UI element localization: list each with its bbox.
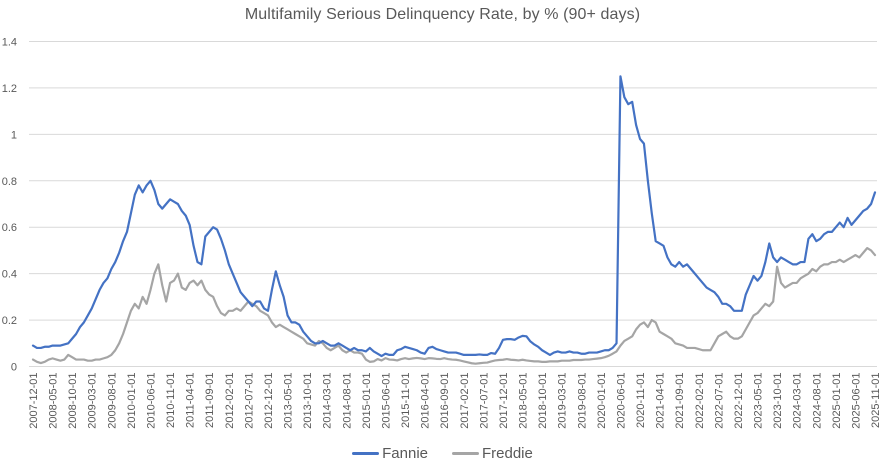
x-axis-tick-label: 2025-01-01 — [831, 373, 843, 429]
x-axis-tick-label: 2019-08-01 — [576, 373, 588, 429]
chart-title: Multifamily Serious Delinquency Rate, by… — [244, 6, 641, 23]
legend-item-fannie: Fannie — [352, 445, 428, 462]
legend-label-freddie: Freddie — [482, 445, 533, 462]
x-axis-tick-label: 2023-10-01 — [772, 373, 784, 429]
x-axis-tick-label: 2016-04-01 — [420, 373, 432, 429]
fannie-line-swatch-icon — [352, 452, 380, 455]
x-axis-tick-label: 2011-09-01 — [204, 373, 216, 428]
x-axis-tick-label: 2020-06-01 — [615, 373, 627, 429]
x-axis-tick-label: 2025-11-01 — [870, 373, 882, 428]
x-axis-tick-label: 2018-05-01 — [518, 373, 530, 429]
x-axis-tick-label: 2025-06-01 — [850, 373, 862, 429]
x-axis-tick-label: 2022-02-01 — [694, 373, 706, 429]
x-axis-tick-label: 2009-03-01 — [87, 373, 99, 429]
y-axis-tick-label: 1 — [11, 129, 17, 141]
x-axis-tick-label: 2008-10-01 — [67, 373, 79, 429]
y-axis-tick-label: 0.6 — [2, 222, 17, 234]
y-axis-tick-label: 1.2 — [2, 83, 17, 95]
x-axis-tick-label: 2016-09-01 — [439, 373, 451, 429]
y-axis-tick-label: 0 — [11, 362, 17, 374]
legend-label-fannie: Fannie — [382, 445, 428, 462]
x-axis-tick-label: 2020-01-01 — [596, 373, 608, 429]
x-axis-tick-label: 2009-08-01 — [106, 373, 118, 429]
x-axis-tick-label: 2013-10-01 — [302, 373, 314, 429]
x-axis-tick-label: 2022-07-01 — [713, 373, 725, 429]
x-axis-tick-label: 2019-03-01 — [557, 373, 569, 429]
x-axis-tick-label: 2017-12-01 — [498, 373, 510, 429]
x-axis-tick-label: 2011-04-01 — [185, 373, 197, 428]
x-axis-tick-label: 2015-06-01 — [380, 373, 392, 429]
x-axis-tick-label: 2018-10-01 — [537, 373, 549, 429]
fannie-line — [31, 75, 877, 358]
x-axis-tick-label: 2015-11-01 — [400, 373, 412, 428]
x-axis-tick-label: 2014-08-01 — [341, 373, 353, 429]
x-axis-tick-label: 2012-07-01 — [243, 373, 255, 429]
x-axis-tick-label: 2017-02-01 — [459, 373, 471, 429]
x-axis-tick-label: 2021-09-01 — [674, 373, 686, 429]
x-axis-tick-label: 2012-12-01 — [263, 373, 275, 429]
x-axis-tick-label: 2024-03-01 — [792, 373, 804, 429]
x-axis-tick-label: 2021-04-01 — [655, 373, 667, 429]
y-axis-tick-label: 0.4 — [2, 269, 17, 281]
x-axis-tick-label: 2020-11-01 — [635, 373, 647, 428]
x-axis-tick-label: 2010-01-01 — [126, 373, 138, 429]
x-axis-tick-label: 2010-11-01 — [165, 373, 177, 428]
x-axis-tick-label: 2012-02-01 — [224, 373, 236, 429]
legend: Fannie Freddie — [0, 445, 885, 462]
x-axis-tick-label: 2007-12-01 — [28, 373, 40, 429]
legend-item-freddie: Freddie — [452, 445, 533, 462]
x-axis-tick-label: 2023-05-01 — [753, 373, 765, 429]
x-axis-tick-label: 2010-06-01 — [145, 373, 157, 429]
x-axis-tick-label: 2017-07-01 — [478, 373, 490, 429]
x-axis-tick-label: 2008-05-01 — [48, 373, 60, 429]
freddie-line — [31, 247, 877, 365]
y-axis-tick-label: 0.8 — [2, 176, 17, 188]
freddie-line-swatch-icon — [452, 452, 479, 455]
x-axis-tick-label: 2015-01-01 — [361, 373, 373, 429]
x-axis-tick-label: 2014-03-01 — [322, 373, 334, 429]
x-axis-tick-label: 2024-08-01 — [811, 373, 823, 429]
y-axis-tick-label: 1.4 — [2, 37, 17, 49]
x-axis-tick-label: 2022-12-01 — [733, 373, 745, 429]
x-axis-tick-label: 2013-05-01 — [283, 373, 295, 429]
y-axis-tick-label: 0.2 — [2, 315, 17, 327]
